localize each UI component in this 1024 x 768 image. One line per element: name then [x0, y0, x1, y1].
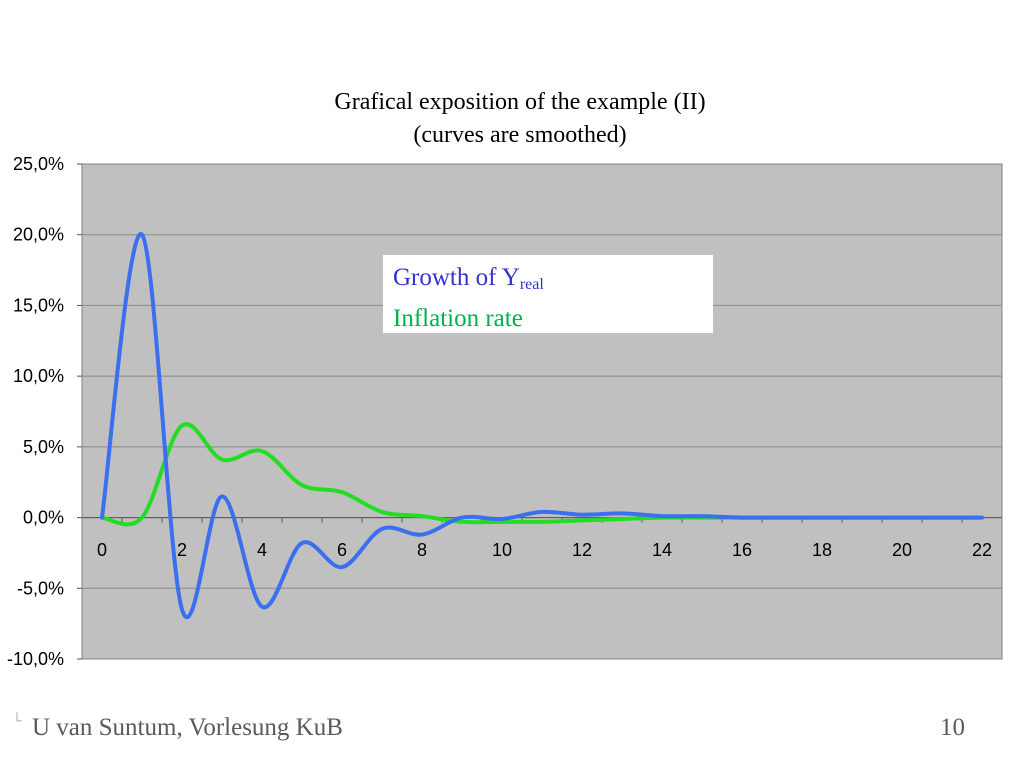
- chart-title: Grafical exposition of the example (II) …: [0, 86, 1024, 152]
- y-tick-label: 10,0%: [13, 366, 64, 386]
- y-tick-label: -10,0%: [7, 649, 64, 669]
- x-tick-label: 18: [812, 540, 832, 560]
- legend: Growth of Yreal Inflation rate: [383, 255, 713, 333]
- legend-growth-subscript: real: [519, 276, 544, 293]
- series-layer: [100, 232, 984, 620]
- page-number: 10: [940, 714, 965, 741]
- y-tick-label: 20,0%: [13, 225, 64, 245]
- legend-growth-label: Growth of Y: [393, 264, 520, 291]
- x-tick-label: 16: [732, 540, 752, 560]
- footer-author: U van Suntum, Vorlesung KuB: [32, 714, 343, 741]
- chart-title-line1: Grafical exposition of the example (II): [334, 89, 706, 115]
- x-tick-label: 8: [417, 540, 427, 560]
- legend-item-growth: Growth of Yreal: [393, 261, 703, 302]
- x-tick-label: 12: [572, 540, 592, 560]
- plot-area: [81, 163, 1003, 660]
- series-line-growth: [100, 232, 984, 620]
- x-tick-label: 2: [177, 540, 187, 560]
- x-tick-label: 20: [892, 540, 912, 560]
- x-tick-label: 22: [972, 540, 992, 560]
- legend-item-inflation: Inflation rate: [393, 305, 523, 332]
- y-tick-label: 5,0%: [23, 437, 64, 457]
- x-tick-label: 14: [652, 540, 672, 560]
- y-tick-label: 0,0%: [23, 508, 64, 528]
- x-tick-label: 0: [97, 540, 107, 560]
- y-tick-labels: 25,0% 20,0% 15,0% 10,0% 5,0% 0,0% -5,0% -10,0%: [7, 154, 64, 669]
- x-tick-labels: 0 2 4 6 8 10 12 14 16 18 20 22: [97, 540, 992, 560]
- y-tick-label: 15,0%: [13, 295, 64, 315]
- x-tick-label: 6: [337, 540, 347, 560]
- x-tick-label: 10: [492, 540, 512, 560]
- y-tick-label: 25,0%: [13, 154, 64, 174]
- y-tick-label: -5,0%: [17, 578, 64, 598]
- footer-mark: └: [12, 712, 22, 728]
- chart-title-line2: (curves are smoothed): [413, 122, 627, 148]
- x-tick-label: 4: [257, 540, 267, 560]
